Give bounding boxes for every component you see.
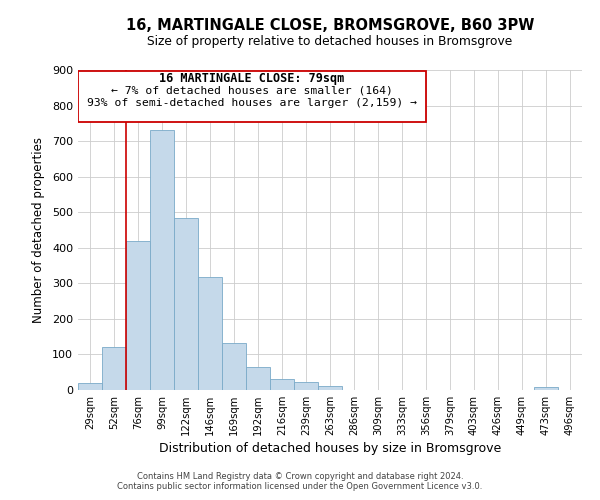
Text: Size of property relative to detached houses in Bromsgrove: Size of property relative to detached ho… xyxy=(148,35,512,48)
Bar xyxy=(246,367,270,390)
Text: 16, MARTINGALE CLOSE, BROMSGROVE, B60 3PW: 16, MARTINGALE CLOSE, BROMSGROVE, B60 3P… xyxy=(126,18,534,32)
X-axis label: Distribution of detached houses by size in Bromsgrove: Distribution of detached houses by size … xyxy=(159,442,501,455)
Text: Contains HM Land Registry data © Crown copyright and database right 2024.: Contains HM Land Registry data © Crown c… xyxy=(137,472,463,481)
Bar xyxy=(222,343,246,390)
Bar xyxy=(294,382,318,390)
Text: ← 7% of detached houses are smaller (164): ← 7% of detached houses are smaller (164… xyxy=(111,86,393,96)
Bar xyxy=(150,130,174,390)
Text: Contains public sector information licensed under the Open Government Licence v3: Contains public sector information licen… xyxy=(118,482,482,491)
Bar xyxy=(174,218,198,390)
Bar xyxy=(126,240,150,390)
Text: 93% of semi-detached houses are larger (2,159) →: 93% of semi-detached houses are larger (… xyxy=(87,98,417,108)
Bar xyxy=(534,387,558,390)
Bar xyxy=(318,386,342,390)
Bar xyxy=(270,380,294,390)
Bar xyxy=(78,383,102,390)
Bar xyxy=(198,277,222,390)
Y-axis label: Number of detached properties: Number of detached properties xyxy=(32,137,45,323)
Bar xyxy=(102,346,126,390)
Text: 16 MARTINGALE CLOSE: 79sqm: 16 MARTINGALE CLOSE: 79sqm xyxy=(160,72,344,85)
FancyBboxPatch shape xyxy=(78,70,426,122)
